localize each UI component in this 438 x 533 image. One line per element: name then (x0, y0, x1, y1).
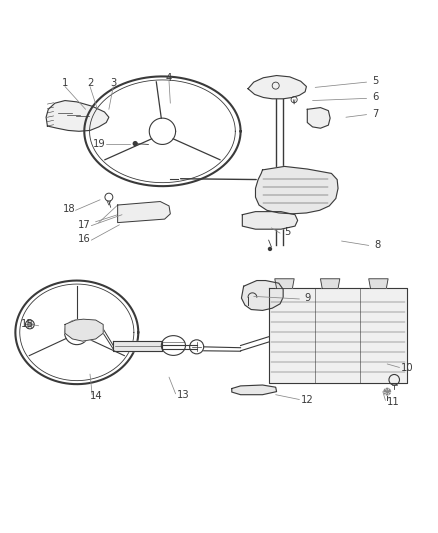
Polygon shape (46, 101, 109, 131)
Polygon shape (307, 108, 329, 128)
Polygon shape (242, 212, 297, 229)
Text: 10: 10 (400, 364, 413, 373)
Text: 6: 6 (371, 93, 378, 102)
Text: 15: 15 (21, 319, 34, 329)
Text: 14: 14 (89, 391, 102, 401)
Text: 8: 8 (374, 239, 380, 249)
Polygon shape (368, 279, 387, 288)
Text: 12: 12 (300, 395, 313, 406)
Text: 5: 5 (284, 227, 290, 237)
Text: 13: 13 (177, 390, 189, 400)
Polygon shape (274, 279, 293, 288)
Circle shape (382, 387, 390, 395)
Circle shape (267, 247, 272, 251)
Text: 5: 5 (371, 76, 378, 86)
Polygon shape (255, 166, 337, 214)
Polygon shape (113, 341, 162, 351)
Polygon shape (231, 385, 276, 395)
Text: 7: 7 (371, 109, 378, 119)
Polygon shape (268, 288, 406, 383)
Text: 9: 9 (304, 293, 310, 303)
Text: 19: 19 (92, 140, 105, 149)
Circle shape (28, 322, 32, 327)
Text: 18: 18 (63, 205, 75, 214)
Text: 1: 1 (62, 78, 68, 88)
Text: 2: 2 (87, 78, 93, 88)
Polygon shape (65, 319, 103, 341)
Text: 17: 17 (78, 220, 91, 230)
Text: 4: 4 (166, 72, 172, 83)
Polygon shape (241, 280, 283, 310)
Text: 16: 16 (78, 235, 91, 244)
Polygon shape (117, 201, 170, 223)
Polygon shape (320, 279, 339, 288)
Circle shape (132, 141, 138, 146)
Polygon shape (247, 76, 306, 99)
Text: 3: 3 (110, 78, 116, 88)
Text: 11: 11 (385, 397, 399, 407)
